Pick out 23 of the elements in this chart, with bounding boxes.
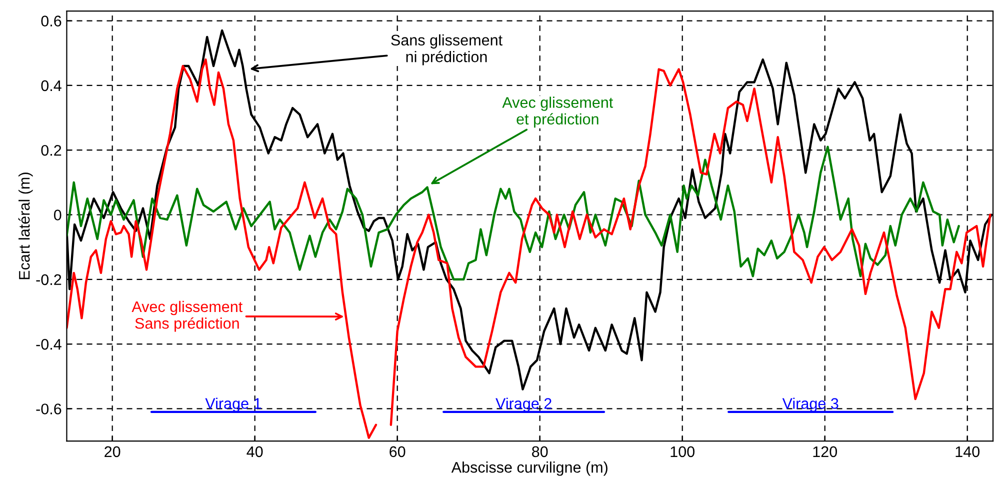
line-series bbox=[66, 146, 960, 281]
y-axis-title: Ecart latéral (m) bbox=[18, 172, 33, 280]
series-label: Virage 3 bbox=[782, 398, 838, 412]
x-tick-label: 120 bbox=[813, 446, 838, 458]
y-tick-label: -0.2 bbox=[36, 274, 62, 286]
series-label: Virage 1 bbox=[205, 398, 262, 412]
annotation: Avec glissement et prédiction bbox=[502, 96, 614, 128]
x-tick-label: 60 bbox=[390, 446, 406, 458]
series-label: Virage 2 bbox=[496, 398, 552, 412]
x-tick-label: 80 bbox=[532, 446, 548, 458]
annotation: Sans glissement ni prédiction bbox=[391, 34, 502, 66]
x-tick-label: 140 bbox=[956, 446, 980, 458]
x-tick-label: 100 bbox=[670, 446, 694, 458]
y-tick-label: 0 bbox=[54, 210, 62, 220]
y-tick-label: 0.4 bbox=[41, 80, 62, 92]
y-tick-label: 0.6 bbox=[41, 16, 62, 26]
annotation: Avec glissement Sans prédiction bbox=[132, 300, 243, 332]
x-tick-label: 20 bbox=[104, 446, 120, 458]
y-tick-label: -0.4 bbox=[36, 338, 62, 350]
x-tick-label: 40 bbox=[246, 446, 263, 458]
y-tick-label: -0.6 bbox=[36, 404, 62, 414]
y-tick-label: 0.2 bbox=[41, 144, 62, 156]
x-axis-title: Abscisse curviligne (m) bbox=[451, 462, 608, 476]
